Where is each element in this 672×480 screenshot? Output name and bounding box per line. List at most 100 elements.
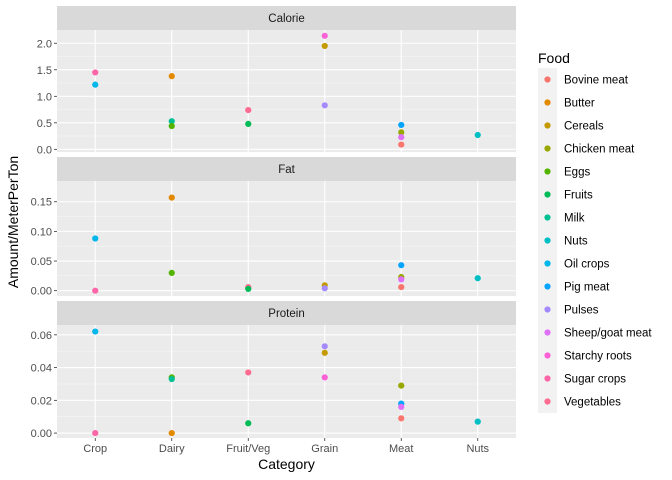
facet-strip-label-calorie: Calorie: [268, 13, 304, 25]
data-point: [168, 118, 175, 125]
x-tick-label: Crop: [83, 443, 107, 455]
legend-label: Pig meat: [564, 282, 610, 294]
legend-key-point: [544, 191, 551, 198]
legend-key-point: [544, 168, 551, 175]
y-tick-label: 0.02: [31, 395, 52, 407]
legend-key-point: [544, 237, 551, 244]
data-point: [398, 141, 405, 148]
legend-label: Starchy roots: [564, 351, 632, 363]
data-point: [398, 284, 405, 291]
y-tick-label: 1.0: [37, 91, 52, 103]
y-tick-label: 0.5: [37, 118, 52, 130]
y-tick-label: 2.0: [37, 38, 52, 50]
facet-panel-protein: [57, 325, 516, 438]
legend-label: Butter: [564, 98, 595, 110]
facet-strip-calorie: [57, 6, 516, 30]
legend-key-point: [544, 352, 551, 359]
legend-key-point: [544, 306, 551, 313]
data-point: [474, 275, 481, 282]
data-point: [398, 121, 405, 129]
y-tick-label: 0.06: [31, 330, 52, 342]
data-point: [168, 194, 175, 201]
data-point: [92, 429, 99, 437]
legend-label: Bovine meat: [564, 75, 629, 87]
data-point: [321, 374, 328, 381]
data-point: [168, 122, 175, 130]
legend-label: Nuts: [564, 236, 588, 248]
legend-label: Sheep/goat meat: [564, 328, 652, 340]
legend-key-point: [544, 145, 551, 152]
data-point: [92, 81, 99, 88]
legend-label: Chicken meat: [564, 144, 635, 156]
legend-key-point: [544, 214, 551, 221]
y-tick-label: 0.04: [31, 363, 52, 375]
legend-label: Vegetables: [564, 397, 621, 409]
legend-key-point: [544, 283, 551, 290]
data-point: [398, 403, 405, 410]
facet-strip-fat: [57, 157, 516, 181]
legend-key-point: [544, 398, 551, 405]
legend-label: Milk: [564, 213, 585, 225]
y-axis-title: Amount/MeterPerTon: [5, 156, 21, 288]
data-point: [245, 120, 252, 127]
legend-key-point: [544, 375, 551, 382]
data-point: [92, 328, 99, 335]
facet-strip-protein: [57, 301, 516, 325]
x-tick-label: Dairy: [159, 443, 185, 455]
data-point: [474, 418, 481, 425]
x-tick-label: Grain: [311, 443, 338, 455]
legend-key-point: [544, 329, 551, 336]
legend-label: Fruits: [564, 190, 593, 202]
data-point: [245, 369, 252, 376]
data-point: [474, 131, 481, 139]
data-point: [321, 42, 328, 50]
data-point: [245, 285, 252, 292]
data-point: [321, 343, 328, 350]
y-tick-label: 1.5: [37, 65, 52, 77]
y-tick-label: 0.15: [31, 197, 52, 209]
legend-key-point: [544, 122, 551, 129]
legend-key-point: [544, 99, 551, 106]
legend-key-point: [544, 76, 551, 83]
data-point: [398, 415, 405, 422]
data-point: [398, 134, 405, 141]
data-point: [168, 269, 175, 276]
data-point: [168, 429, 175, 437]
data-point: [92, 287, 99, 294]
legend-label: Oil crops: [564, 259, 610, 271]
legend-key-point: [544, 260, 551, 267]
data-point: [398, 382, 405, 389]
facet-panel-calorie: [57, 30, 516, 152]
data-point: [168, 73, 175, 80]
data-point: [321, 32, 328, 39]
data-point: [92, 69, 99, 76]
legend-label: Cereals: [564, 121, 604, 133]
y-tick-label: 0.10: [31, 226, 52, 238]
y-tick-label: 0.00: [31, 428, 52, 440]
x-axis-title: Category: [258, 456, 315, 472]
data-point: [245, 106, 252, 114]
data-point: [398, 129, 405, 136]
x-tick-label: Fruit/Veg: [226, 443, 270, 455]
data-point: [245, 420, 252, 427]
legend-label: Sugar crops: [564, 374, 626, 386]
data-point: [168, 375, 175, 383]
data-point: [398, 262, 405, 269]
data-point: [92, 235, 99, 242]
y-tick-label: 0.0: [37, 144, 52, 156]
legend-title: Food: [538, 50, 570, 66]
y-tick-label: 0.05: [31, 256, 52, 268]
y-tick-label: 0.00: [31, 286, 52, 298]
legend-label: Eggs: [564, 167, 590, 179]
facet-strip-label-fat: Fat: [278, 164, 295, 176]
x-tick-label: Nuts: [466, 443, 489, 455]
data-point: [321, 102, 328, 109]
data-point: [321, 285, 328, 292]
legend-label: Pulses: [564, 305, 599, 317]
facet-panel-fat: [57, 181, 516, 296]
data-point: [321, 349, 328, 356]
data-point: [398, 276, 405, 283]
facet-strip-label-protein: Protein: [268, 308, 304, 320]
x-tick-label: Meat: [389, 443, 413, 455]
